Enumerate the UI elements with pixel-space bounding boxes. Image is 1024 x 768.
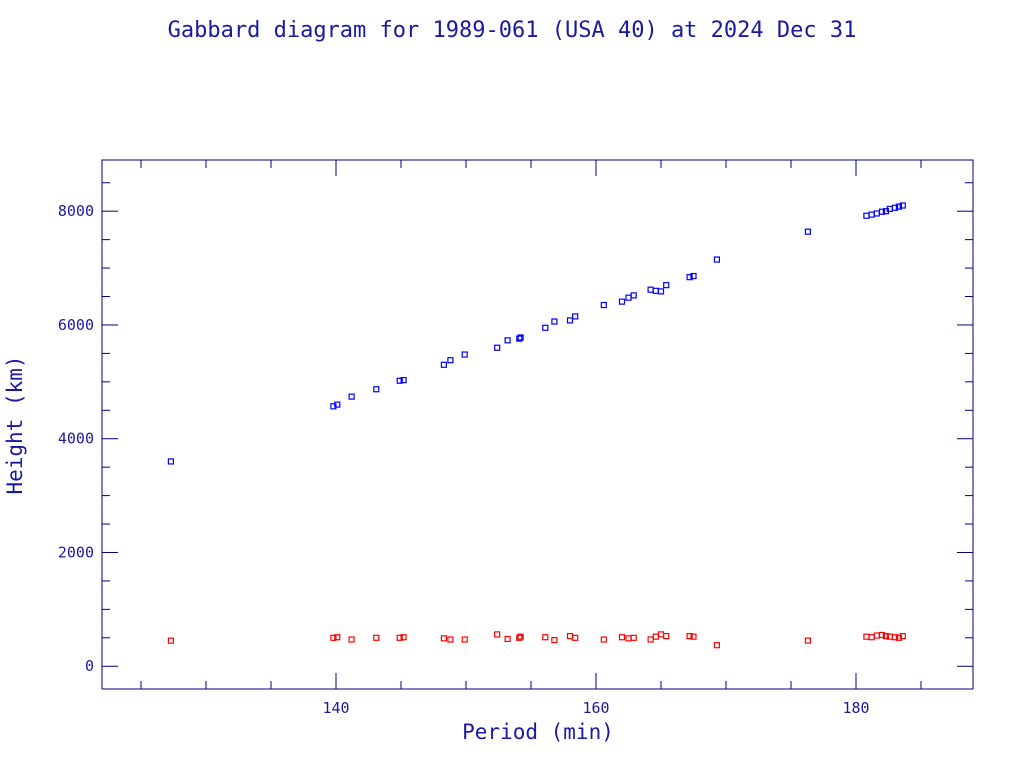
perigee-point	[566, 632, 574, 640]
apogee-point	[440, 361, 447, 368]
apogee-point	[899, 202, 906, 209]
perigee-point	[804, 637, 812, 644]
x-axis-label: Period (min)	[462, 720, 614, 744]
apogee-point	[618, 298, 626, 305]
perigee-point	[330, 634, 337, 641]
data-points	[167, 202, 906, 649]
apogee-point	[167, 458, 174, 465]
perigee-point	[663, 632, 670, 640]
tick-labels: 140 160 180 0 2000 4000 6000 8000	[58, 202, 870, 717]
axis-ticks	[102, 160, 973, 689]
apogee-point	[504, 337, 511, 344]
perigee-point	[167, 637, 174, 644]
perigee-point	[348, 636, 355, 643]
apogee-point	[516, 335, 523, 342]
y-tick-label: 8000	[58, 202, 94, 220]
apogee-point	[873, 210, 880, 217]
x-tick-label: 160	[582, 699, 609, 717]
apogee-point	[804, 228, 812, 235]
plot-border	[101, 159, 974, 690]
apogee-point	[330, 403, 337, 410]
apogee-point	[657, 288, 665, 295]
perigee-point	[494, 631, 501, 638]
apogee-point	[625, 294, 632, 301]
x-tick-label: 180	[842, 699, 869, 717]
apogee-point	[863, 212, 870, 219]
perigee-point	[686, 632, 693, 640]
apogee-point	[868, 211, 875, 218]
perigee-point	[891, 634, 899, 641]
apogee-point	[891, 204, 899, 211]
perigee-point	[504, 635, 511, 643]
perigee-point	[657, 631, 665, 638]
perigee-point	[600, 636, 607, 643]
perigee-point	[863, 633, 870, 640]
apogee-point	[400, 377, 407, 384]
perigee-point	[630, 634, 637, 641]
y-tick-label: 6000	[58, 316, 94, 334]
apogee-point	[647, 286, 654, 293]
apogee-point	[686, 274, 693, 281]
perigee-point	[899, 632, 906, 640]
perigee-point	[440, 635, 447, 642]
perigee-point	[625, 635, 632, 642]
perigee-point	[551, 636, 558, 644]
y-tick-label: 2000	[58, 543, 94, 561]
perigee-point	[542, 634, 549, 641]
apogee-point	[494, 344, 501, 351]
apogee-point	[690, 272, 697, 280]
perigee-point	[895, 634, 903, 641]
apogee-point	[334, 401, 341, 408]
y-axis-label: Height (km)	[3, 355, 27, 494]
apogee-point	[373, 386, 380, 393]
apogee-point	[551, 318, 558, 325]
apogee-point	[542, 324, 549, 331]
perigee-point	[878, 631, 886, 639]
perigee-point	[517, 633, 524, 640]
chart-title: Gabbard diagram for 1989-061 (USA 40) at…	[168, 18, 857, 43]
perigee-point	[373, 634, 380, 641]
perigee-point	[882, 632, 890, 640]
plot-frame	[101, 159, 974, 690]
perigee-point	[868, 634, 875, 641]
apogee-point	[600, 301, 607, 309]
perigee-point	[618, 634, 626, 641]
apogee-point	[895, 203, 903, 210]
apogee-point	[652, 287, 659, 294]
perigee-point	[516, 634, 523, 641]
perigee-point	[647, 636, 654, 643]
apogee-point	[663, 282, 670, 289]
perigee-point	[334, 634, 341, 641]
apogee-point	[566, 317, 574, 324]
apogee-point	[572, 313, 579, 320]
apogee-point	[396, 377, 403, 384]
perigee-point	[461, 636, 468, 643]
apogee-point	[878, 208, 886, 215]
perigee-point	[572, 634, 579, 641]
apogee-point	[447, 357, 454, 364]
perigee-point	[690, 633, 697, 640]
apogee-point	[517, 334, 524, 341]
perigee-point	[396, 634, 403, 641]
perigee-point	[400, 634, 407, 641]
perigee-point	[447, 636, 454, 643]
x-tick-label: 140	[322, 699, 349, 717]
perigee-point	[652, 633, 659, 640]
y-tick-label: 4000	[58, 430, 94, 448]
apogee-point	[713, 256, 721, 263]
y-tick-label: 0	[85, 657, 94, 675]
apogee-point	[461, 351, 468, 358]
apogee-point	[630, 292, 637, 299]
apogee-point	[348, 393, 355, 400]
perigee-point	[873, 632, 880, 639]
perigee-point	[713, 642, 721, 649]
